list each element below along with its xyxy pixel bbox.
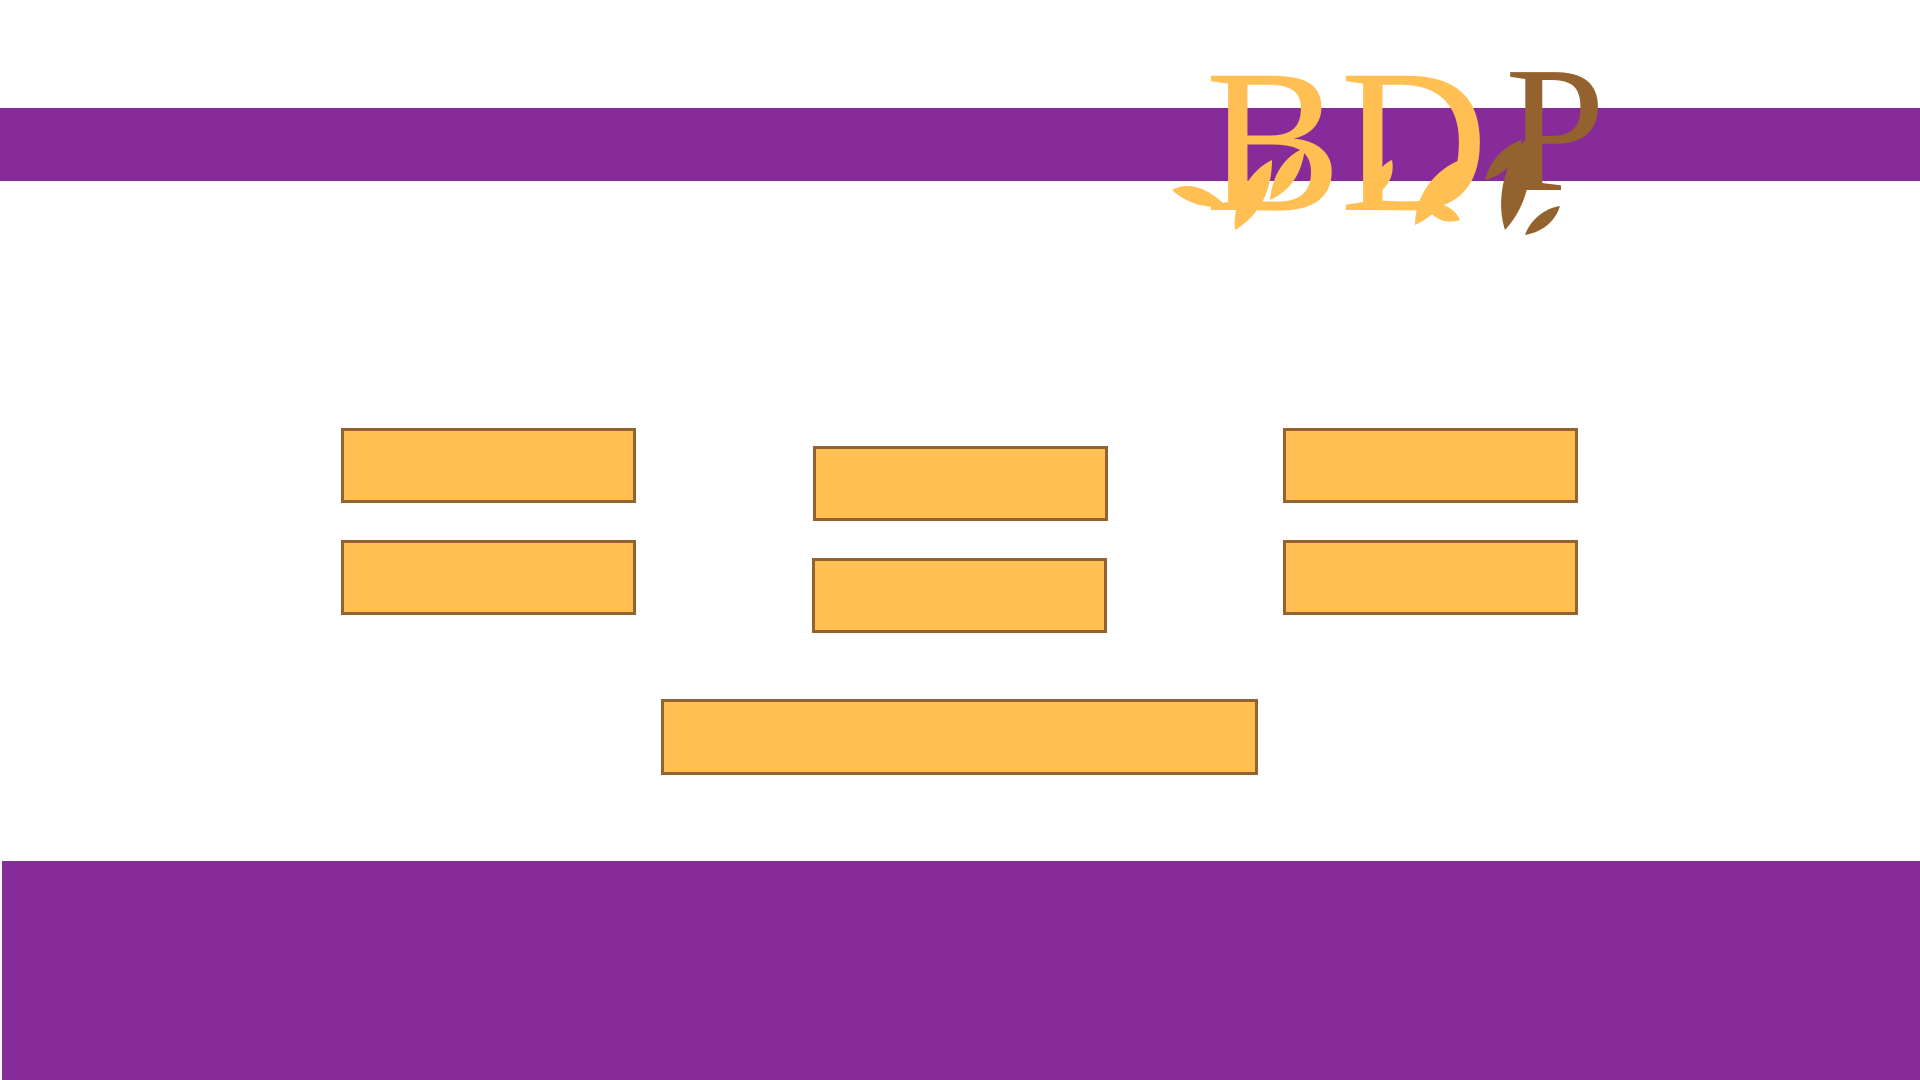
gold-bar-right-bottom bbox=[1283, 540, 1578, 615]
gold-bar-left-bottom bbox=[341, 540, 636, 615]
bottom-purple-band bbox=[2, 861, 1920, 1080]
gold-bar-center-bottom bbox=[812, 558, 1107, 633]
logo-letter-d: D bbox=[1340, 30, 1488, 250]
gold-bar-left-top bbox=[341, 428, 636, 503]
leaf-sprig-icon bbox=[1172, 140, 1560, 235]
bdp-logo: B D P bbox=[1160, 30, 1660, 250]
top-purple-band bbox=[0, 108, 1920, 181]
gold-bar-right-top bbox=[1283, 428, 1578, 503]
gold-bar-wide-bottom bbox=[661, 699, 1258, 775]
gold-bar-center-top bbox=[813, 446, 1108, 521]
logo-letter-b: B bbox=[1205, 30, 1342, 250]
